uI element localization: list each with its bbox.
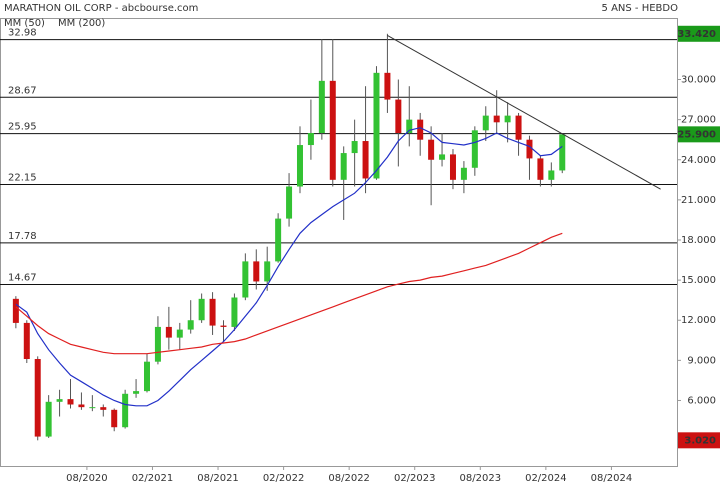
price-tag-label: 25.900: [677, 129, 716, 140]
y-tick-label: 9.000: [687, 355, 716, 366]
level-label: 25.95: [8, 122, 37, 133]
y-tick-label: 30.000: [681, 75, 716, 86]
candle-body: [78, 404, 85, 408]
candle-body: [45, 401, 52, 437]
candle-body: [111, 409, 118, 428]
ma-line: [15, 127, 563, 407]
candle-body: [548, 170, 555, 180]
candle-body: [526, 139, 533, 159]
candle-body: [56, 399, 63, 402]
price-tag-label: 3.020: [684, 435, 716, 446]
candle-body: [307, 133, 314, 146]
candle-body: [439, 154, 446, 160]
candle-body: [504, 115, 511, 123]
level-label: 32.98: [8, 28, 37, 39]
y-tick-label: 18.000: [681, 235, 716, 246]
candle-body: [253, 261, 260, 282]
candle-body: [154, 326, 161, 362]
chart-subtitle: 5 ANS - HEBDO: [602, 3, 679, 14]
candle-body: [12, 298, 19, 323]
candle-body: [406, 119, 413, 134]
candle-body: [482, 115, 489, 131]
y-tick-label: 12.000: [681, 315, 716, 326]
level-label: 17.78: [8, 231, 37, 242]
y-tick-label: 15.000: [681, 275, 716, 286]
y-tick-label: 27.000: [681, 115, 716, 126]
x-tick-label: 08/2021: [197, 473, 239, 484]
candle-body: [89, 407, 96, 409]
level-label: 28.67: [8, 85, 37, 96]
price-tag: [678, 25, 720, 42]
level-label: 14.67: [8, 273, 37, 284]
candle-body: [449, 154, 456, 180]
candle-body: [187, 320, 194, 330]
candle-body: [122, 393, 129, 428]
candle-body: [318, 80, 325, 134]
candle-body: [165, 326, 172, 338]
x-tick-label: 08/2022: [328, 473, 370, 484]
candle-body: [537, 158, 544, 180]
candle-body: [373, 72, 380, 179]
candle-body: [471, 130, 478, 168]
candle-body: [340, 153, 347, 180]
candle-body: [209, 298, 216, 326]
x-tick-label: 08/2023: [460, 473, 502, 484]
candle-body: [286, 186, 293, 219]
candle-body: [220, 325, 227, 327]
candle-body: [460, 167, 467, 180]
chart-title: MARATHON OIL CORP - abcbourse.com: [4, 3, 198, 14]
x-tick-label: 02/2023: [394, 473, 436, 484]
level-label: 22.15: [8, 172, 37, 183]
candle-body: [242, 261, 249, 298]
candle-body: [296, 145, 303, 187]
y-tick-label: 6.000: [687, 395, 716, 406]
trend-line: [387, 34, 661, 190]
candle-body: [384, 72, 391, 100]
price-tag-label: 33.420: [677, 29, 716, 40]
candle-body: [417, 119, 424, 140]
candle-body: [198, 298, 205, 321]
candle-body: [428, 139, 435, 160]
candle-body: [351, 141, 358, 154]
candle-body: [133, 391, 140, 394]
candle-body: [515, 115, 522, 140]
x-tick-label: 02/2024: [525, 473, 567, 484]
x-tick-label: 02/2022: [263, 473, 305, 484]
y-tick-label: 24.000: [681, 155, 716, 166]
x-tick-label: 02/2021: [132, 473, 174, 484]
candle-body: [100, 407, 107, 410]
x-tick-label: 08/2024: [591, 473, 633, 484]
candle-body: [493, 115, 500, 123]
candle-body: [67, 399, 74, 405]
candle-body: [362, 141, 369, 179]
candle-body: [231, 297, 238, 327]
candle-body: [23, 322, 30, 360]
candle-body: [559, 134, 566, 171]
price-tag: [678, 432, 720, 449]
candle-body: [143, 361, 150, 392]
legend-label: MM (200): [58, 18, 105, 29]
candle-body: [329, 80, 336, 180]
candle-body: [264, 261, 271, 282]
price-tag: [678, 126, 720, 143]
candle-body: [275, 218, 282, 262]
candle-body: [395, 99, 402, 134]
candle-body: [176, 329, 183, 338]
legend-label: MM (50): [4, 18, 45, 29]
y-tick-label: 21.000: [681, 195, 716, 206]
x-tick-label: 08/2020: [66, 473, 108, 484]
ma-line: [15, 232, 563, 355]
candle-body: [34, 359, 41, 437]
